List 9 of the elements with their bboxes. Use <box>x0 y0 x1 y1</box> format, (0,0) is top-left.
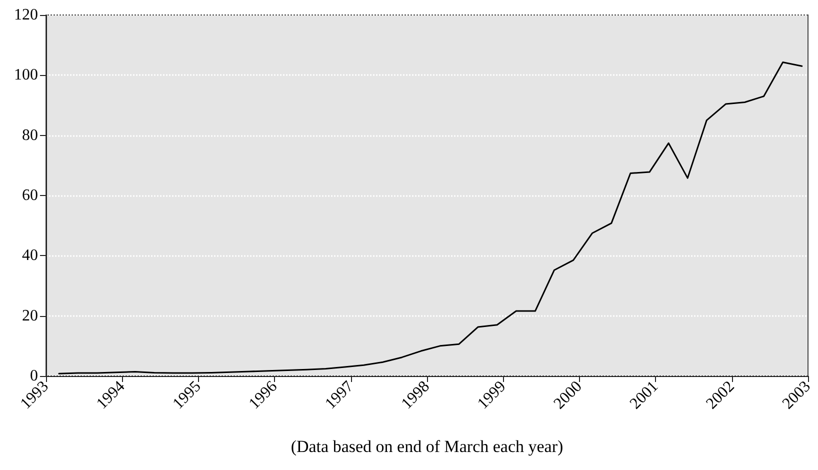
y-tick-label: 100 <box>14 66 38 84</box>
y-tick-label: 0 <box>30 368 38 384</box>
y-tick-label: 120 <box>14 6 38 24</box>
y-tick-label: 80 <box>22 126 38 144</box>
y-tick-label: 20 <box>22 307 38 324</box>
y-tick-label: 40 <box>22 247 38 264</box>
y-tick-label: 60 <box>22 187 38 204</box>
line-series <box>58 61 803 374</box>
x-axis-title: (Data based on end of March each year) <box>290 437 564 456</box>
